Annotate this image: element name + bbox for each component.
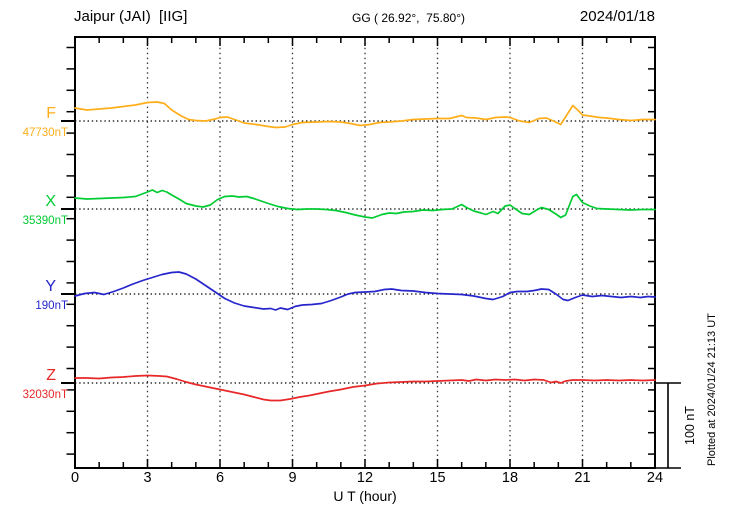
scale-bar-label: 100 nT bbox=[683, 406, 697, 445]
x-axis-title: U T (hour) bbox=[333, 488, 397, 504]
x-tick-label: 0 bbox=[70, 470, 80, 486]
series-label-z: Z bbox=[46, 367, 56, 384]
x-tick-label: 3 bbox=[143, 470, 152, 486]
trace-F bbox=[74, 101, 656, 129]
x-tick-label: 12 bbox=[356, 470, 374, 486]
hour-ticks bbox=[98, 38, 632, 467]
x-tick-label: 18 bbox=[501, 470, 519, 486]
trace-Z bbox=[74, 374, 656, 402]
nt-ticks bbox=[66, 46, 655, 455]
geo-coordinates: GG ( 26.92°, 75.80°) bbox=[352, 11, 465, 25]
series-baseline-value-y: 190nT bbox=[35, 300, 68, 312]
gridlines bbox=[146, 38, 584, 467]
series-baseline-value-x: 35390nT bbox=[22, 215, 68, 227]
series-baseline-value-f: 47730nT bbox=[22, 127, 68, 139]
plot-border bbox=[74, 36, 656, 469]
x-tick-label: 24 bbox=[646, 470, 664, 486]
x-tick-label: 15 bbox=[429, 470, 446, 486]
plotted-timestamp: Plotted at 2024/01/24 21:13 UT bbox=[706, 313, 718, 466]
series-label-y: Y bbox=[45, 278, 56, 295]
x-tick-label: 21 bbox=[574, 470, 591, 486]
series-label-f: F bbox=[46, 105, 56, 122]
series-label-x: X bbox=[45, 193, 56, 210]
x-tick-label: 6 bbox=[215, 470, 225, 486]
baselines bbox=[61, 120, 655, 384]
trace-X bbox=[74, 189, 656, 219]
trace-Y bbox=[74, 271, 656, 311]
scale-bar bbox=[655, 382, 681, 469]
x-tick-label: 9 bbox=[288, 470, 297, 486]
series-baseline-value-z: 32030nT bbox=[22, 389, 68, 401]
station-title: Jaipur (JAI) [IIG] bbox=[74, 8, 188, 25]
plot-date: 2024/01/18 bbox=[579, 8, 655, 25]
